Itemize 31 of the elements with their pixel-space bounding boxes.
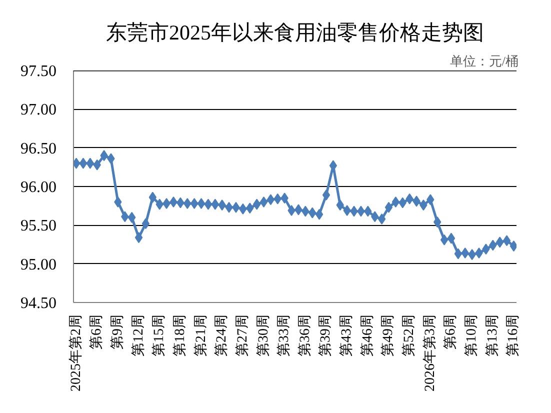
x-tick-label: 第52周 (401, 314, 418, 356)
x-tick-label: 2026年第3周 (422, 314, 438, 392)
x-tick-label: 第6周 (88, 314, 105, 350)
x-tick-label: 第49周 (380, 314, 396, 356)
x-tick-label: 第12周 (130, 314, 146, 356)
x-tick-label: 第30周 (255, 314, 272, 356)
x-tick-label: 第27周 (234, 314, 250, 356)
x-tick-label: 第24周 (214, 314, 230, 356)
x-tick-label: 第15周 (151, 314, 168, 356)
x-tick-label: 2025年第2周 (68, 314, 84, 392)
x-tick-label: 第46周 (359, 314, 376, 356)
x-tick-label: 第10周 (464, 314, 480, 356)
x-tick-label: 第9周 (109, 314, 126, 350)
y-tick-label: 96.00 (20, 179, 56, 196)
chart-title: 东莞市2025年以来食用油零售价格走势图 (106, 20, 484, 44)
x-tick-label: 第36周 (296, 314, 313, 356)
y-tick-label: 94.50 (20, 295, 56, 312)
y-tick-label: 96.50 (20, 140, 56, 158)
x-tick-label: 第21周 (192, 314, 209, 356)
y-tick-label: 95.00 (20, 256, 56, 274)
x-tick-label: 第13周 (484, 314, 500, 356)
x-tick-label: 第43周 (338, 314, 355, 356)
x-tick-label: 第6周 (442, 314, 459, 350)
x-tick-label: 第18周 (172, 314, 188, 356)
y-tick-label: 95.50 (20, 218, 56, 235)
text: 单位：元/桶 (450, 54, 519, 68)
x-tick-label: 第39周 (318, 314, 334, 356)
y-tick-label: 97.00 (20, 102, 56, 119)
x-tick-label: 第33周 (276, 314, 292, 356)
x-tick-label: 第16周 (505, 314, 522, 356)
y-tick-label: 97.50 (20, 63, 56, 80)
